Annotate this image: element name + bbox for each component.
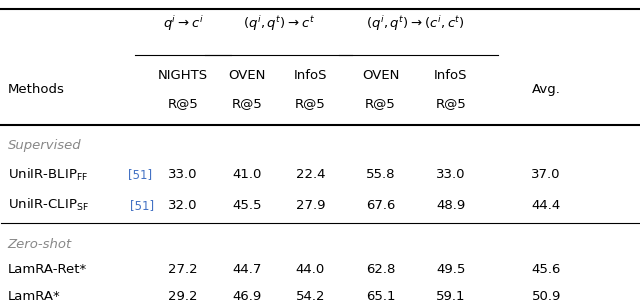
Text: OVEN: OVEN: [228, 69, 266, 82]
Text: InfoS: InfoS: [294, 69, 327, 82]
Text: R@5: R@5: [435, 97, 466, 110]
Text: R@5: R@5: [168, 97, 198, 110]
Text: Supervised: Supervised: [8, 139, 81, 152]
Text: UniIR-BLIP$_{\mathrm{FF}}$: UniIR-BLIP$_{\mathrm{FF}}$: [8, 167, 88, 183]
Text: 37.0: 37.0: [531, 168, 561, 181]
Text: 45.5: 45.5: [232, 199, 262, 212]
Text: InfoS: InfoS: [434, 69, 467, 82]
Text: NIGHTS: NIGHTS: [158, 69, 208, 82]
Text: 27.2: 27.2: [168, 262, 198, 276]
Text: 50.9: 50.9: [532, 290, 561, 303]
Text: 33.0: 33.0: [168, 168, 198, 181]
Text: 22.4: 22.4: [296, 168, 325, 181]
Text: $(q^i, q^t) \rightarrow c^t$: $(q^i, q^t) \rightarrow c^t$: [243, 14, 315, 33]
Text: Zero-shot: Zero-shot: [8, 238, 72, 251]
Text: 27.9: 27.9: [296, 199, 325, 212]
Text: 44.4: 44.4: [532, 199, 561, 212]
Text: 45.6: 45.6: [532, 262, 561, 276]
Text: LamRA*: LamRA*: [8, 290, 61, 303]
Text: 44.7: 44.7: [232, 262, 261, 276]
Text: Avg.: Avg.: [532, 83, 561, 96]
Text: $(q^i, q^t) \rightarrow (c^i, c^t)$: $(q^i, q^t) \rightarrow (c^i, c^t)$: [366, 14, 465, 33]
Text: 44.0: 44.0: [296, 262, 325, 276]
Text: R@5: R@5: [365, 97, 396, 110]
Text: Methods: Methods: [8, 83, 65, 96]
Text: 65.1: 65.1: [366, 290, 396, 303]
Text: 33.0: 33.0: [436, 168, 465, 181]
Text: 49.5: 49.5: [436, 262, 465, 276]
Text: 48.9: 48.9: [436, 199, 465, 212]
Text: 59.1: 59.1: [436, 290, 465, 303]
Text: 32.0: 32.0: [168, 199, 198, 212]
Text: R@5: R@5: [295, 97, 326, 110]
Text: [51]: [51]: [130, 199, 154, 212]
Text: LamRA-Ret*: LamRA-Ret*: [8, 262, 87, 276]
Text: 46.9: 46.9: [232, 290, 261, 303]
Text: 62.8: 62.8: [366, 262, 396, 276]
Text: [51]: [51]: [128, 168, 152, 181]
Text: UniIR-CLIP$_{\mathrm{SF}}$: UniIR-CLIP$_{\mathrm{SF}}$: [8, 197, 89, 213]
Text: 29.2: 29.2: [168, 290, 198, 303]
Text: R@5: R@5: [231, 97, 262, 110]
Text: 67.6: 67.6: [366, 199, 396, 212]
Text: 55.8: 55.8: [366, 168, 396, 181]
Text: 41.0: 41.0: [232, 168, 261, 181]
Text: OVEN: OVEN: [362, 69, 399, 82]
Text: $q^i \rightarrow c^i$: $q^i \rightarrow c^i$: [163, 14, 204, 33]
Text: 54.2: 54.2: [296, 290, 325, 303]
